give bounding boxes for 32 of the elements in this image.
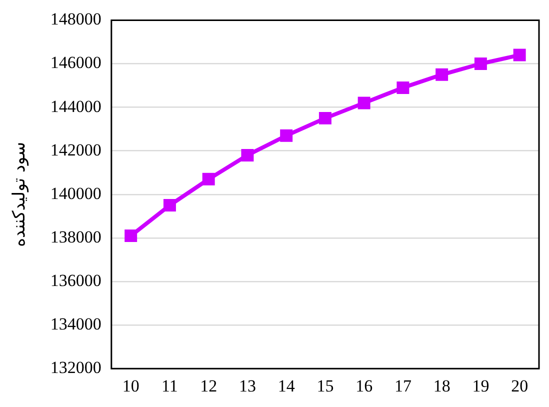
y-tick-label: 146000 xyxy=(50,53,102,72)
y-tick-label: 148000 xyxy=(50,10,102,29)
point xyxy=(241,148,254,162)
y-tick-label: 136000 xyxy=(50,270,102,290)
x-tick-label: 19 xyxy=(472,376,490,396)
x-tick-label: 20 xyxy=(511,376,528,396)
y-tick-label: 144000 xyxy=(50,96,102,116)
y-axis-title: سود تولیدکننده xyxy=(10,142,30,247)
point xyxy=(280,129,293,142)
x-tick-label: 10 xyxy=(122,376,140,396)
y-tick-label: 140000 xyxy=(50,184,102,203)
point xyxy=(396,81,410,94)
y-tick-label: 134000 xyxy=(50,314,102,334)
y-tick-label: 132000 xyxy=(50,358,102,378)
x-tick-label: 14 xyxy=(278,376,296,396)
x-tick-label: 15 xyxy=(316,376,334,396)
point xyxy=(318,112,332,124)
x-tick-label: 16 xyxy=(356,376,373,396)
point xyxy=(163,199,176,212)
point xyxy=(124,230,138,242)
point xyxy=(358,96,370,110)
x-tick-label: 18 xyxy=(433,376,450,396)
point xyxy=(513,48,526,62)
point xyxy=(474,58,487,70)
x-tick-label: 13 xyxy=(238,376,256,396)
y-tick-label: 138000 xyxy=(50,227,102,246)
x-tick-label: 12 xyxy=(200,376,218,396)
y-tick-label: 142000 xyxy=(50,140,102,160)
x-tick-label: 11 xyxy=(162,376,178,396)
point xyxy=(202,172,215,186)
point xyxy=(436,68,448,81)
x-tick-label: 17 xyxy=(394,376,412,396)
